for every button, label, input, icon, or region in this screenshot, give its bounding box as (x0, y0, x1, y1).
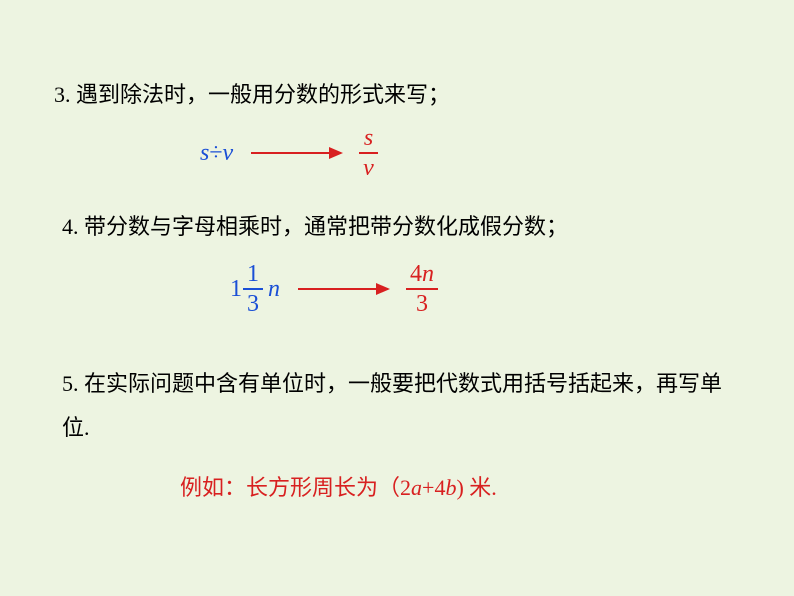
var-v: v (223, 140, 234, 166)
ex-t2v: b (445, 475, 456, 500)
mixed-whole: 1 (230, 276, 242, 303)
ex-plus: + (422, 475, 434, 500)
mixed-var: n (268, 276, 280, 303)
ex-t1v: a (411, 475, 422, 500)
expr-left-3: s÷v (200, 140, 233, 167)
frac-4n3: 4n 3 (406, 262, 438, 316)
math-row-3: s÷v s v (200, 126, 378, 180)
heading-4: 4. 带分数与字母相乘时，通常把带分数化成假分数； (62, 210, 568, 243)
ex-t2c: 4 (434, 475, 445, 500)
arrow-icon (251, 152, 341, 154)
frac-den: 3 (412, 290, 432, 316)
var-s: s (200, 140, 209, 166)
ex-suffix: ) 米. (456, 475, 496, 500)
arrow-icon (298, 288, 388, 290)
frac-num: 4n (406, 262, 438, 288)
math-row-4: 1 1 3 n 4n 3 (230, 262, 438, 316)
mixed-frac-num: 1 (243, 262, 263, 288)
mixed-frac-den: 3 (243, 290, 263, 316)
frac-num: s (360, 126, 377, 152)
example-text: 例如：长方形周长为（2a+4b) 米. (180, 475, 497, 500)
example-5: 例如：长方形周长为（2a+4b) 米. (180, 470, 497, 502)
frac-den: v (359, 154, 378, 180)
section-5: 5. 在实际问题中含有单位时，一般要把代数式用括号括起来，再写单位. (62, 362, 732, 450)
ex-prefix: 例如：长方形周长为（ (180, 475, 400, 500)
section-3: 3. 遇到除法时，一般用分数的形式来写； (54, 78, 450, 111)
num-var: n (422, 261, 434, 287)
mixed-num: 1 1 3 n (230, 262, 280, 316)
section-4: 4. 带分数与字母相乘时，通常把带分数化成假分数； (62, 210, 568, 243)
op-div: ÷ (209, 140, 222, 166)
num-coeff: 4 (410, 261, 422, 287)
heading-5: 5. 在实际问题中含有单位时，一般要把代数式用括号括起来，再写单位. (62, 362, 732, 450)
ex-t1c: 2 (400, 475, 411, 500)
heading-3: 3. 遇到除法时，一般用分数的形式来写； (54, 78, 450, 111)
mixed-frac: 1 3 (243, 262, 263, 316)
frac-sv: s v (359, 126, 378, 180)
